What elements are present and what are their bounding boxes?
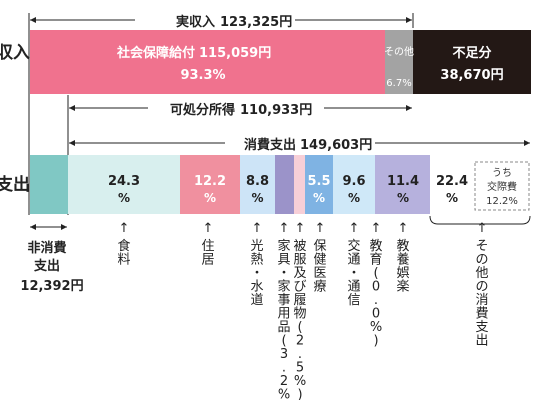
shortfall-name: 不足分 — [452, 45, 491, 61]
segment-social-security — [30, 30, 385, 94]
other-breakdown-label-1: うち — [492, 167, 512, 179]
category-label-9: その他の消費支出 — [475, 239, 488, 349]
bar-value-2: 8.8 — [246, 174, 269, 189]
bar-pct-sign-5: % — [313, 191, 325, 205]
category-label-0: 食料 — [117, 238, 130, 268]
other-breakdown-label-2: 交際費 — [487, 180, 517, 193]
category-arrow-2: ↑ — [252, 221, 263, 236]
consumption-value: 149,603円 — [300, 138, 372, 153]
bar-pct-sign-2: % — [251, 191, 263, 205]
disposable-income-value: 110,933円 — [240, 103, 312, 118]
category-label-6: 交通・通信 — [347, 238, 360, 308]
bar-pct-sign-6: % — [348, 191, 360, 205]
category-label-1: 住居 — [201, 239, 214, 268]
category-arrow-0: ↑ — [119, 221, 130, 236]
bar-value-8: 11.4 — [387, 174, 419, 189]
non-consumption-bracket — [30, 224, 67, 230]
expenditure-side-label: 支出 — [0, 174, 30, 195]
bar-value-5: 5.5 — [307, 174, 330, 189]
other-breakdown-box — [474, 161, 530, 211]
bar-0 — [68, 155, 180, 214]
shortfall-amount: 38,670円 — [440, 68, 503, 83]
category-arrow-7: ↑ — [371, 221, 382, 236]
bar-value-0: 24.3 — [108, 174, 140, 189]
segment-shortfall — [413, 30, 531, 94]
bar-5 — [305, 155, 333, 214]
category-arrow-6: ↑ — [349, 221, 360, 236]
category-arrow-3: ↑ — [279, 221, 290, 236]
bar-3 — [275, 155, 294, 214]
income-total-value: 123,325円 — [220, 15, 292, 30]
bar-pct-sign-0: % — [118, 191, 130, 205]
category-label-5: 保健医療 — [313, 239, 326, 295]
consumption-bracket — [69, 134, 530, 152]
bar-7 — [375, 155, 376, 214]
social-security-amount: 115,059円 — [199, 46, 271, 61]
non-consumption-label-2: 支出 — [33, 258, 60, 274]
bar-6 — [333, 155, 375, 214]
category-arrow-5: ↑ — [315, 221, 326, 236]
bar-2 — [240, 155, 275, 214]
other-consumption-bracket — [429, 215, 531, 225]
income-side-label-1: 収入 — [0, 43, 30, 63]
other-income-pct: 6.7% — [386, 78, 411, 89]
category-label-2: 光熱・水道 — [250, 239, 263, 308]
category-arrow-1: ↑ — [203, 221, 214, 236]
consumption-bars — [68, 155, 531, 214]
bar-pct-sign-9: % — [446, 191, 458, 205]
non-consumption-value: 12,392円 — [20, 279, 83, 294]
consumption-labels: 24.3% 12.2% 8.8% 5.5% 9.6% 11.4% 22.4% ↑ 食料 ↑ 住居 ↑ 光… — [108, 174, 489, 400]
category-arrow-4: ↑ — [295, 221, 306, 236]
segment-non-consumption — [30, 155, 68, 214]
bar-pct-sign-8: % — [397, 191, 409, 205]
consumption-label: 消費支出 — [244, 137, 296, 153]
income-total-bracket — [28, 11, 414, 215]
other-income-name: その他 — [384, 45, 414, 58]
income-total-label: 実収入 — [176, 14, 215, 30]
non-consumption-label-1: 非消費 — [27, 240, 66, 256]
social-security-pct: 93.3% — [180, 68, 225, 83]
bar-value-6: 9.6 — [342, 174, 365, 189]
category-arrow-8: ↑ — [398, 221, 409, 236]
category-label-8: 教養娯楽 — [396, 238, 409, 295]
disposable-income-label: 可処分所得 — [170, 102, 235, 118]
category-arrow-9: ↑ — [477, 221, 488, 236]
bar-4 — [294, 155, 305, 214]
category-label-3: 家具・家事用品(3.2%) — [277, 238, 290, 400]
bar-value-1: 12.2 — [194, 174, 226, 189]
category-label-7: 教育(0. 0%) — [369, 238, 382, 349]
social-security-name: 社会保障給付 — [116, 45, 195, 61]
category-label-4: 被服及び履物(2. 5%) — [293, 239, 306, 400]
other-breakdown-value: 12.2% — [486, 196, 518, 207]
bar-8 — [376, 155, 430, 214]
segment-other-income — [385, 30, 413, 94]
bar-1 — [180, 155, 240, 214]
bar-value-9: 22.4 — [436, 174, 468, 189]
bar-pct-sign-1: % — [204, 191, 216, 205]
